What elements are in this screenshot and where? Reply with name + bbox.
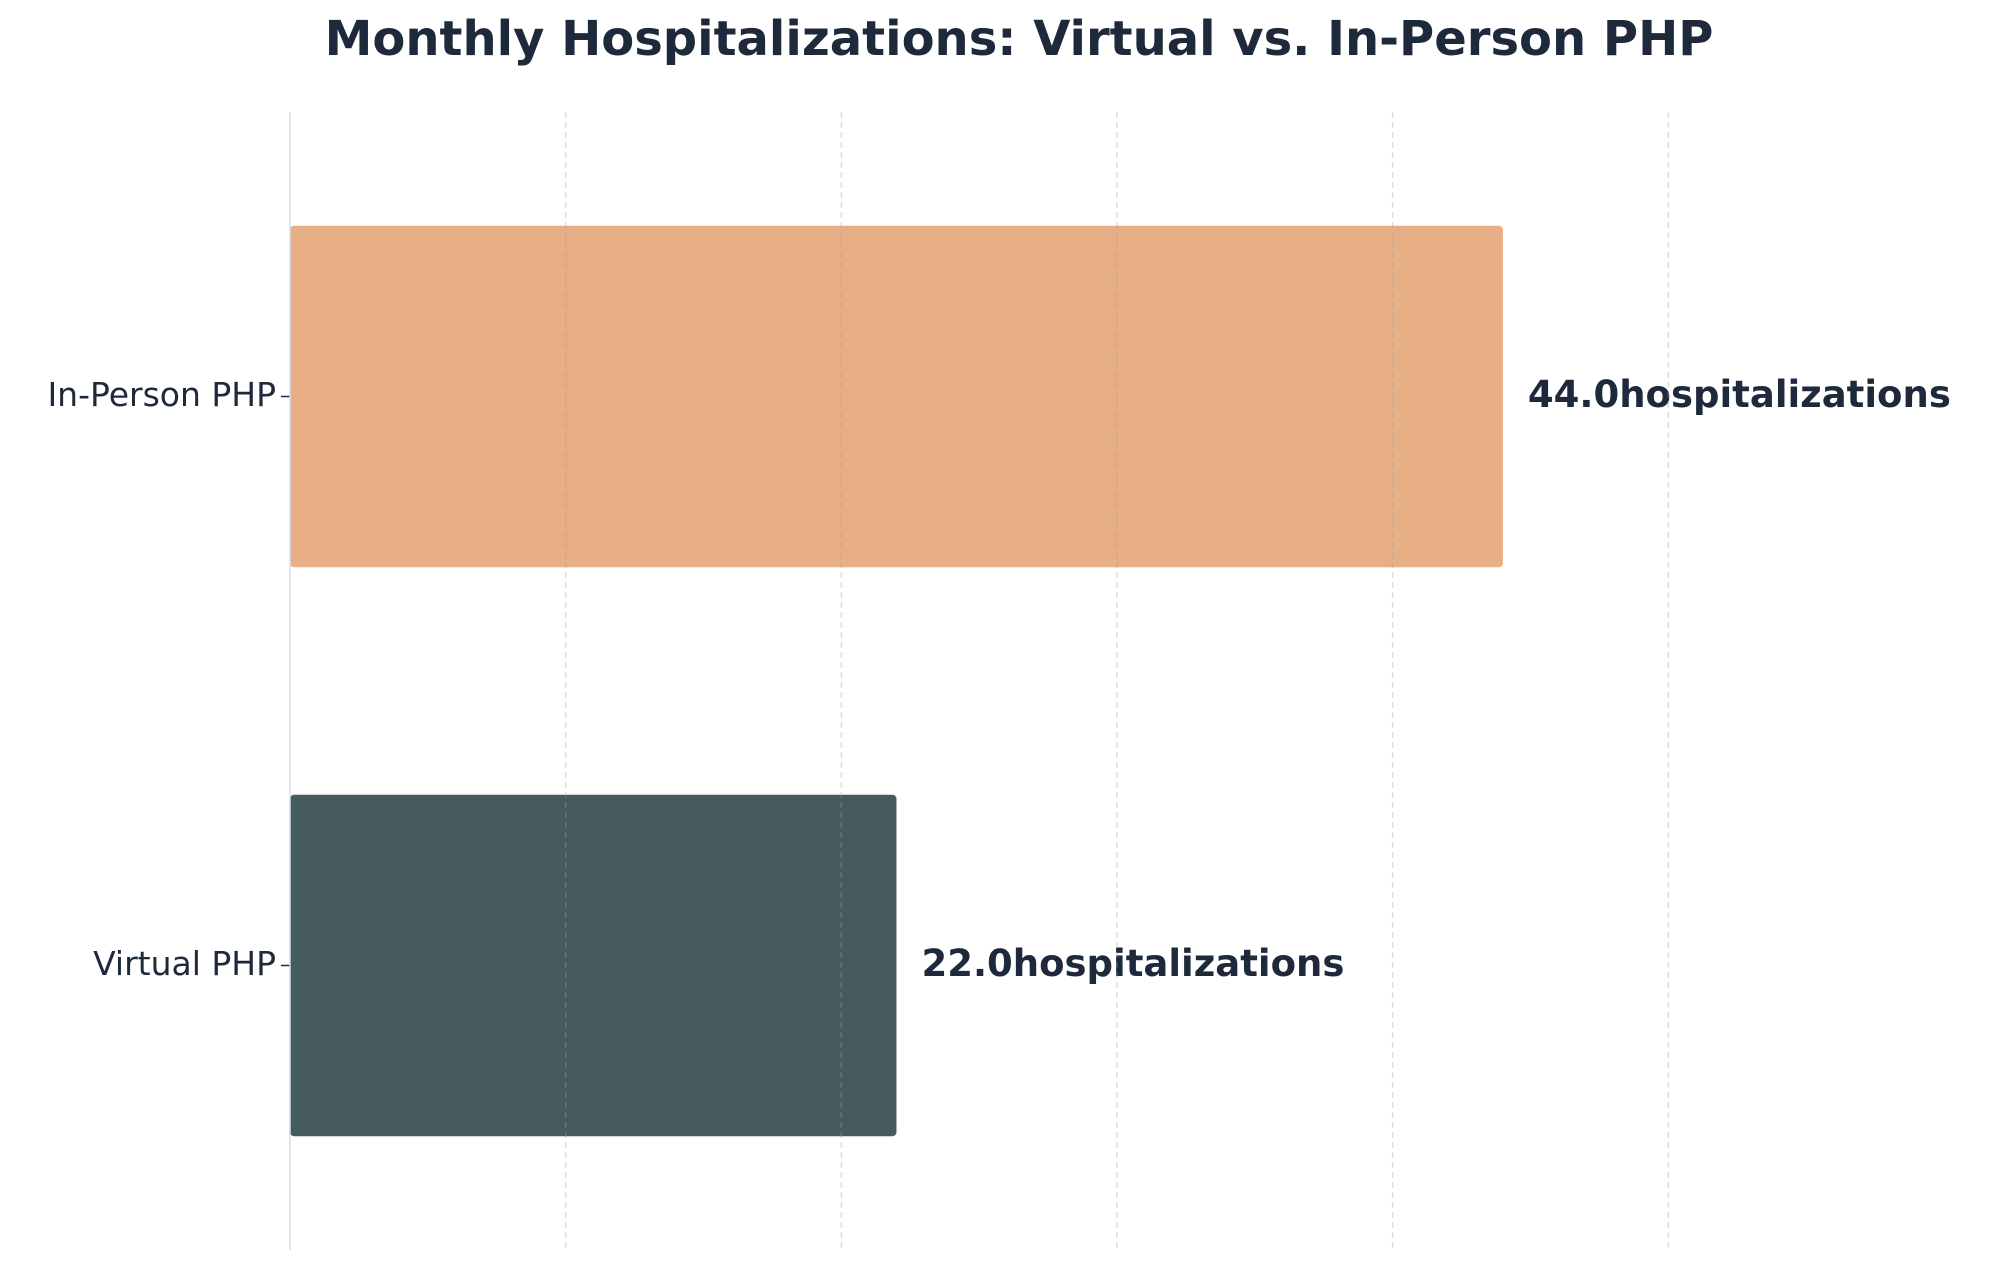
chart-title: Monthly Hospitalizations: Virtual vs. In…	[325, 11, 1714, 67]
bar	[290, 794, 897, 1137]
value-label: 22.0hospitalizations	[921, 942, 1344, 985]
y-tick-label: In-Person PHP	[47, 375, 276, 414]
bar	[290, 225, 1503, 568]
value-label: 44.0hospitalizations	[1528, 373, 1951, 416]
y-tick-label: Virtual PHP	[93, 944, 276, 983]
